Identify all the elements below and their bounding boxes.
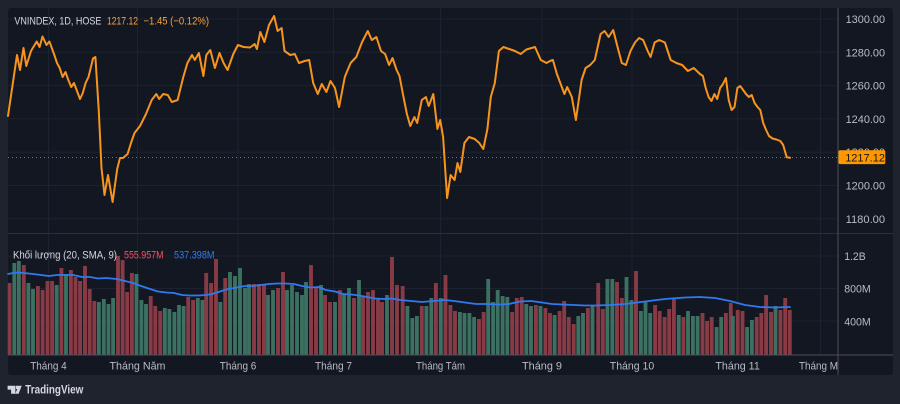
svg-text:1240.00: 1240.00 <box>846 114 886 126</box>
svg-text:537.398M: 537.398M <box>174 250 215 262</box>
svg-text:Tháng 10: Tháng 10 <box>610 361 654 373</box>
svg-text:Tháng 9: Tháng 9 <box>522 361 562 373</box>
svg-text:Tháng 6: Tháng 6 <box>220 361 256 373</box>
svg-text:1200.00: 1200.00 <box>846 181 886 193</box>
svg-text:1217.12: 1217.12 <box>845 152 885 164</box>
svg-text:1280.00: 1280.00 <box>846 47 886 59</box>
svg-text:400M: 400M <box>844 316 871 328</box>
svg-text:800M: 800M <box>844 284 871 296</box>
svg-text:1300.00: 1300.00 <box>846 14 886 26</box>
svg-text:1.2B: 1.2B <box>844 251 866 263</box>
svg-text:Tháng 7: Tháng 7 <box>315 361 352 373</box>
svg-text:555.957M: 555.957M <box>124 250 164 262</box>
svg-text:Khối lượng (20, SMA, 9): Khối lượng (20, SMA, 9) <box>13 250 117 262</box>
svg-text:Tháng M: Tháng M <box>799 361 838 373</box>
svg-text:TradingView: TradingView <box>25 382 84 396</box>
svg-text:Tháng Năm: Tháng Năm <box>110 361 166 373</box>
svg-text:Tháng 11: Tháng 11 <box>715 361 759 373</box>
svg-text:Tháng 4: Tháng 4 <box>30 361 66 373</box>
svg-text:1260.00: 1260.00 <box>846 81 886 93</box>
svg-text:VNINDEX, 1D, HOSE: VNINDEX, 1D, HOSE <box>14 15 101 27</box>
svg-text:1180.00: 1180.00 <box>846 214 886 226</box>
svg-text:Tháng Tám: Tháng Tám <box>416 361 465 373</box>
svg-text:1217.12: 1217.12 <box>107 15 138 27</box>
svg-text:−1.45 (−0.12%): −1.45 (−0.12%) <box>144 15 210 27</box>
